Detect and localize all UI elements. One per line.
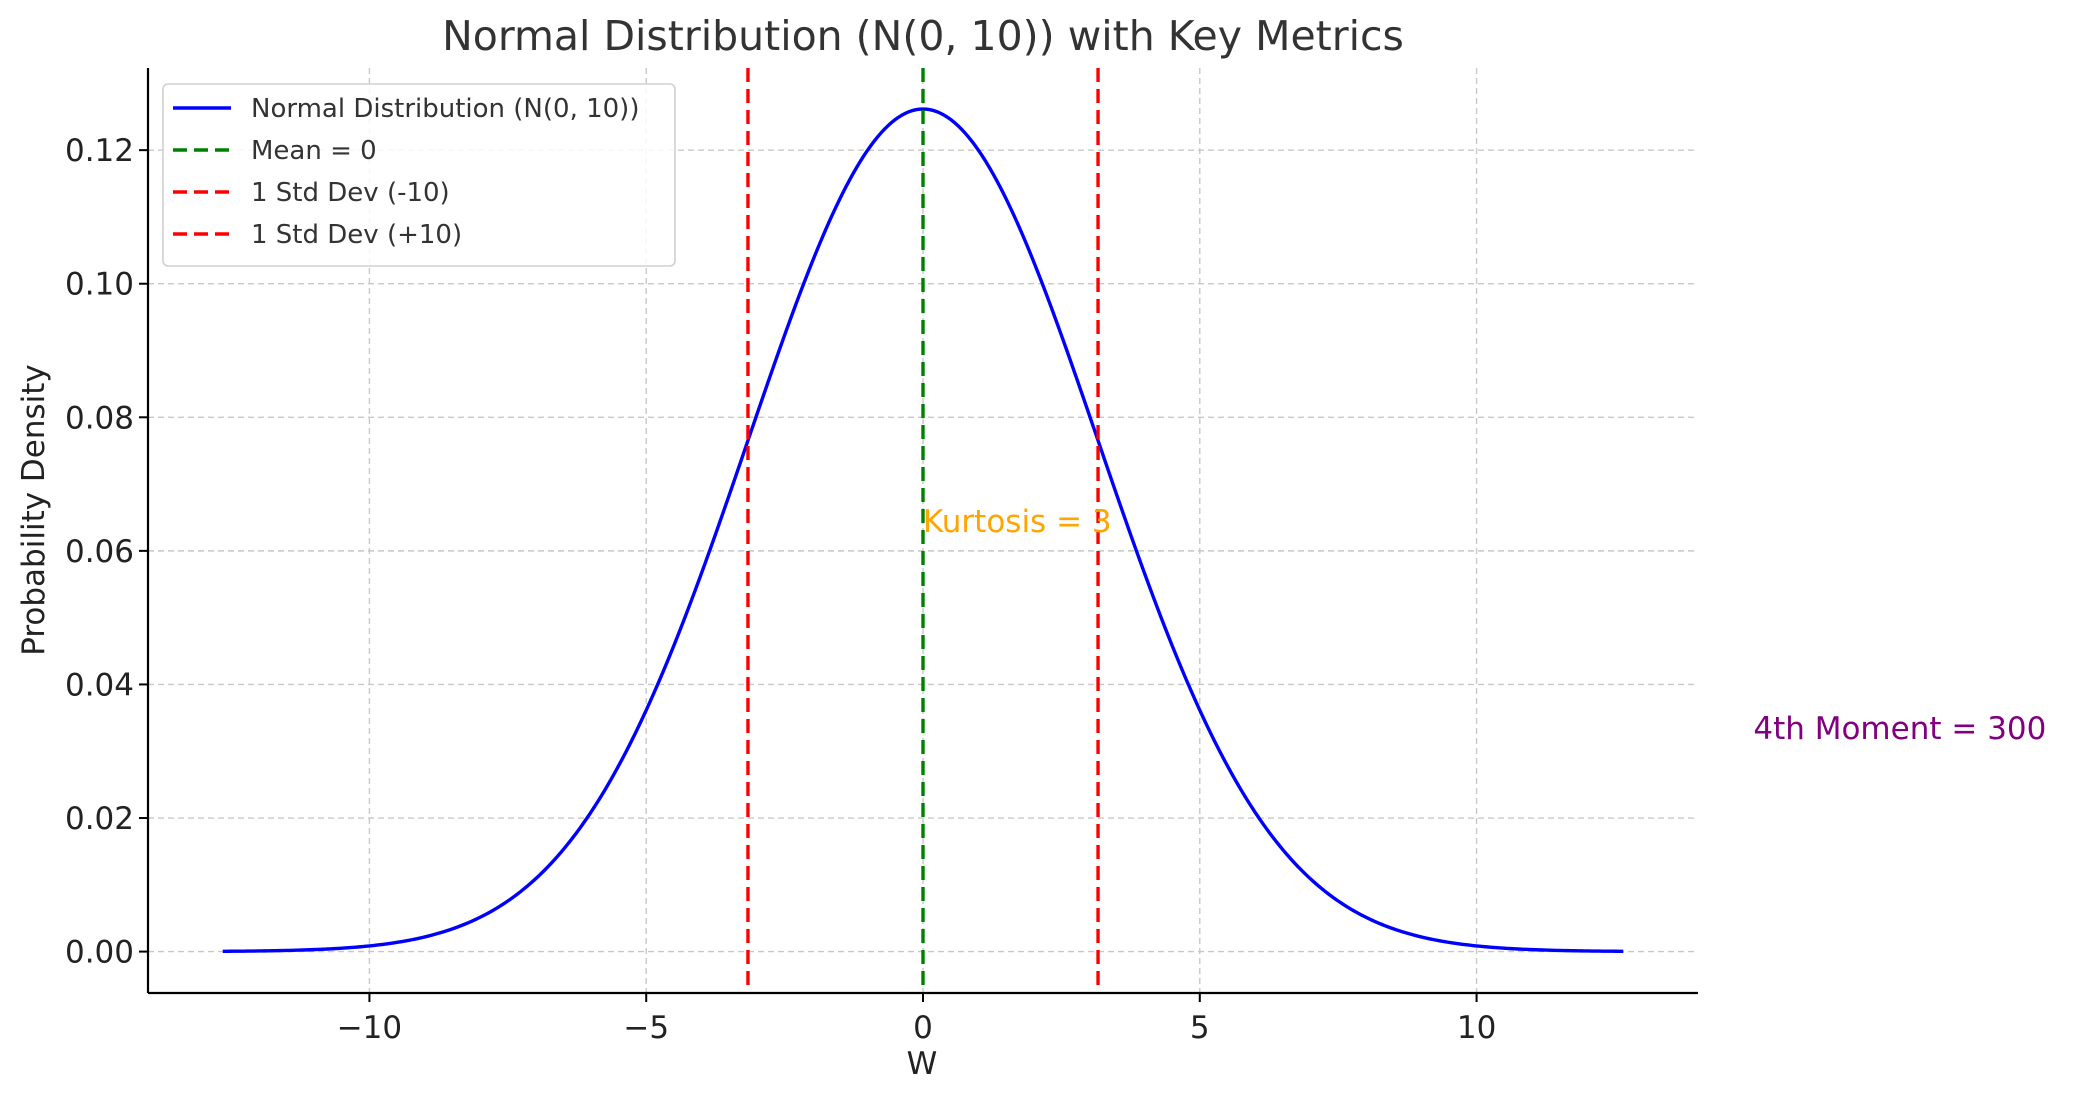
series-normal-curve: [222, 107, 1624, 954]
x-tick-label: 5: [1190, 1010, 1210, 1046]
plot-series: [222, 68, 1624, 993]
legend: Normal Distribution (N(0, 10)) Mean = 0 1 …: [162, 83, 676, 267]
axes: −10 −5 0 5 10 0.00 0.02 0.04 0.06 0.08 0.10 0.12: [65, 68, 1698, 1046]
y-tick-label: 0.08: [65, 400, 134, 436]
x-tick-label: 0: [913, 1010, 933, 1046]
y-tick-label: 0.04: [65, 667, 134, 703]
x-tick-label: −10: [337, 1010, 402, 1046]
x-tick-label: −5: [623, 1010, 669, 1046]
annotations: Kurtosis = 3 4th Moment = 300: [923, 504, 2046, 747]
chart-title: Normal Distribution (N(0, 10)) with Key …: [442, 12, 1404, 60]
y-tick-label: 0.06: [65, 534, 134, 570]
y-tick-label: 0.10: [65, 267, 134, 303]
annotation-1: 4th Moment = 300: [1753, 711, 2046, 747]
legend-label: 1 Std Dev (+10): [251, 220, 462, 250]
y-axis-label: Probability Density: [16, 364, 52, 656]
x-tick-label: 10: [1457, 1010, 1496, 1046]
x-axis-label: W: [907, 1046, 938, 1082]
legend-label: 1 Std Dev (-10): [251, 178, 450, 208]
annotation-0: Kurtosis = 3: [923, 504, 1112, 540]
y-tick-label: 0.00: [65, 935, 134, 971]
y-tick-label: 0.02: [65, 801, 134, 837]
y-tick-label: 0.12: [65, 133, 134, 169]
legend-box: [162, 83, 676, 267]
legend-label: Mean = 0: [251, 136, 377, 166]
legend-label: Normal Distribution (N(0, 10)): [251, 94, 639, 124]
